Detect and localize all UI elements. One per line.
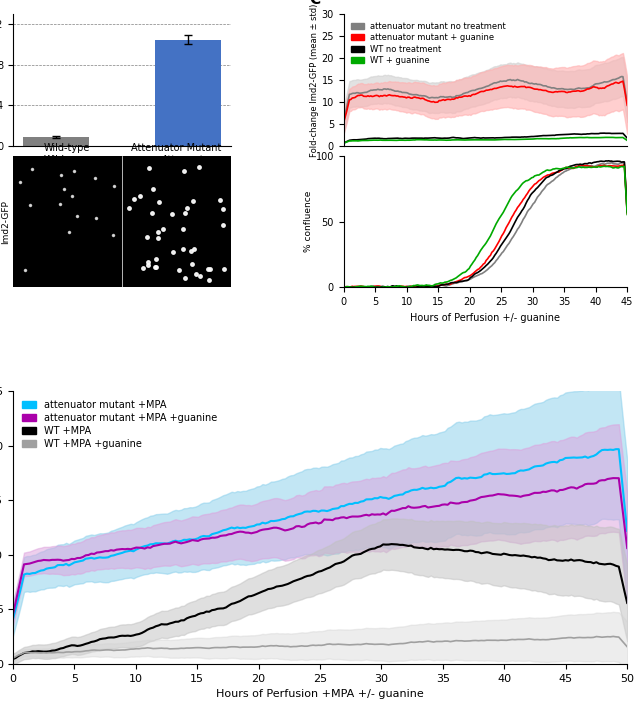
Text: Attenuator Mutant: Attenuator Mutant (131, 143, 221, 153)
Text: Wild-type: Wild-type (44, 143, 90, 153)
Legend: attenuator mutant +MPA, attenuator mutant +MPA +guanine, WT +MPA, WT +MPA +guani: attenuator mutant +MPA, attenuator mutan… (18, 396, 221, 453)
Bar (22, 138, 89, 146)
Y-axis label: Fold-change Imd2-GFP (mean ± std): Fold-change Imd2-GFP (mean ± std) (310, 4, 319, 156)
X-axis label: Hours of Perfusion +/- guanine: Hours of Perfusion +/- guanine (410, 313, 561, 323)
Y-axis label: Imd2-GFP: Imd2-GFP (1, 200, 10, 243)
Y-axis label: % confluence: % confluence (304, 191, 313, 252)
X-axis label: Hours of Perfusion +MPA +/- guanine: Hours of Perfusion +MPA +/- guanine (216, 689, 424, 699)
Text: C: C (310, 0, 321, 6)
Legend: attenuator mutant no treatment, attenuator mutant + guanine, WT no treatment, WT: attenuator mutant no treatment, attenuat… (348, 19, 509, 69)
Bar (155, 39, 221, 146)
